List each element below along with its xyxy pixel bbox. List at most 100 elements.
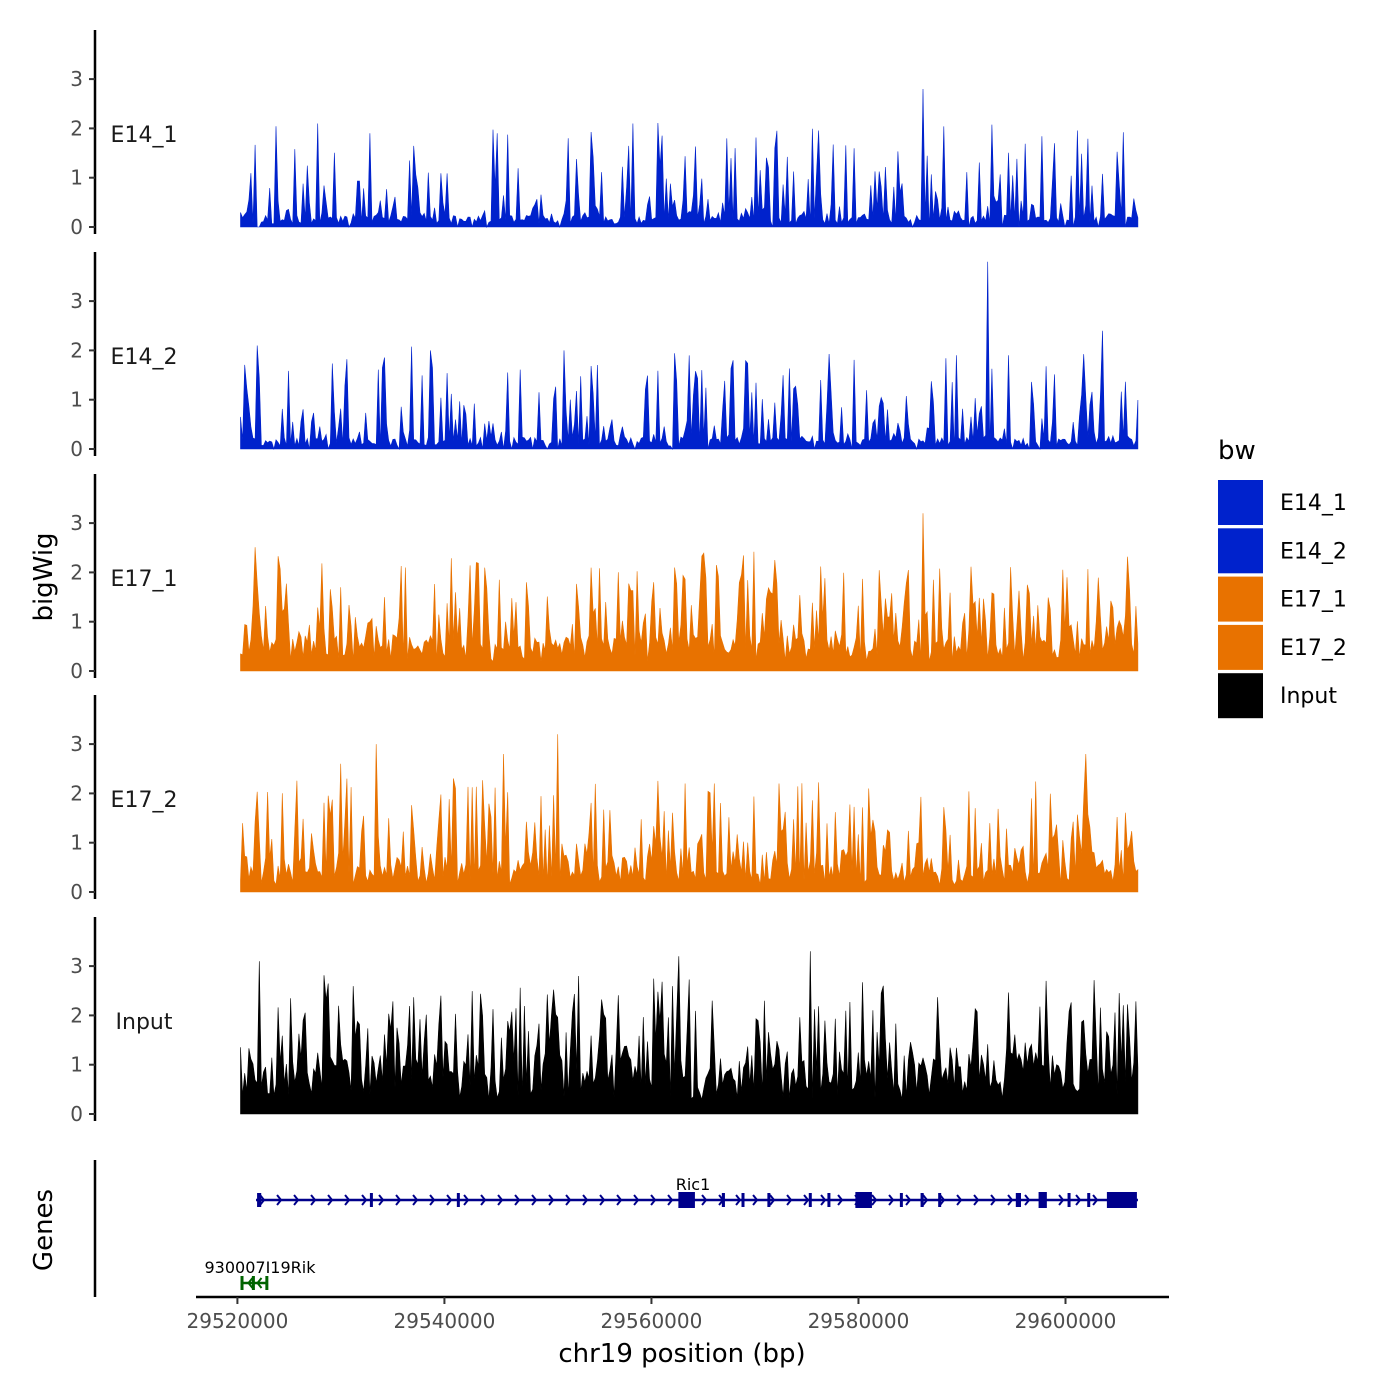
strand-arrow: [582, 1194, 589, 1206]
y-tick-label: 3: [70, 511, 83, 535]
legend-label: Input: [1280, 684, 1337, 709]
strand-arrow: [905, 1194, 912, 1206]
exon: [257, 1193, 262, 1207]
track-label: E17_2: [111, 788, 178, 813]
y-tick-label: 1: [70, 388, 83, 412]
strand-arrow: [344, 1194, 351, 1206]
strand-arrow: [395, 1194, 402, 1206]
gene-label: 930007I19Rik: [205, 1258, 317, 1277]
exon: [767, 1193, 771, 1207]
exon: [251, 1276, 255, 1290]
strand-arrow: [990, 1194, 997, 1206]
legend-label: E17_1: [1280, 588, 1347, 613]
genes-track-title: Genes: [29, 1189, 59, 1271]
exon: [1087, 1193, 1091, 1207]
strand-arrow: [497, 1194, 504, 1206]
gene-track: Ric1 930007I19Rik: [93, 1160, 1138, 1297]
exon: [1067, 1193, 1071, 1207]
exon: [1038, 1192, 1047, 1208]
strand-arrow: [939, 1194, 946, 1206]
strand-arrow: [837, 1194, 844, 1206]
strand-arrow: [973, 1194, 980, 1206]
strand-arrow: [820, 1194, 827, 1206]
coverage-area-e14_2: [240, 261, 1139, 451]
x-tick-label: 29580000: [808, 1309, 910, 1333]
track-label: E14_1: [111, 123, 178, 148]
strand-arrow: [871, 1194, 878, 1206]
y-tick-label: 1: [70, 166, 83, 190]
legend-swatch: [1218, 528, 1263, 574]
coverage-tracks: 0 1 2 3 E14_1 0 1 2 3 E14_2 0 1 2 3 E17_1 0 1 2 3 E17_2 0 1 2 3…: [70, 30, 1139, 1126]
legend-swatch: [1218, 480, 1263, 525]
exon: [899, 1193, 903, 1207]
coverage-area-e14_1: [240, 88, 1139, 229]
strand-arrow: [1024, 1194, 1031, 1206]
track-e14_2: 0 1 2 3 E14_2: [70, 252, 1139, 461]
y-tick-label: 1: [70, 1053, 83, 1077]
strand-arrow: [803, 1194, 810, 1206]
track-label: E17_1: [111, 567, 178, 592]
y-tick-label: 1: [70, 831, 83, 855]
y-tick-label: 3: [70, 289, 83, 313]
strand-arrow: [429, 1194, 436, 1206]
strand-arrow: [259, 1194, 266, 1206]
exon: [938, 1193, 942, 1207]
strand-arrow: [310, 1194, 317, 1206]
strand-arrow: [888, 1194, 895, 1206]
strand-arrow: [786, 1194, 793, 1206]
y-tick-label: 0: [70, 1102, 83, 1126]
strand-arrow: [412, 1194, 419, 1206]
y-tick-label: 0: [70, 437, 83, 461]
strand-arrow: [633, 1194, 640, 1206]
strand-arrow: [247, 1277, 254, 1289]
legend-title: bw: [1218, 436, 1256, 466]
legend-label: E17_2: [1280, 636, 1347, 661]
strand-arrow: [514, 1194, 521, 1206]
strand-arrow: [327, 1194, 334, 1206]
track-e14_1: 0 1 2 3 E14_1: [70, 30, 1139, 239]
strand-arrow: [480, 1194, 487, 1206]
strand-arrow: [752, 1194, 759, 1206]
y-axis-title: bigWig: [29, 532, 59, 621]
y-tick-label: 3: [70, 67, 83, 91]
exon: [678, 1192, 695, 1208]
coverage-area-e17_2: [240, 734, 1139, 893]
strand-arrow: [531, 1194, 538, 1206]
exon: [808, 1193, 812, 1207]
exon: [920, 1193, 924, 1207]
legend-label: E14_1: [1280, 491, 1347, 516]
x-tick-label: 29600000: [1015, 1309, 1117, 1333]
exon: [265, 1276, 269, 1290]
strand-arrow: [1092, 1194, 1099, 1206]
exon: [741, 1193, 745, 1207]
exon: [1106, 1192, 1137, 1208]
x-tick-label: 29540000: [394, 1309, 496, 1333]
strand-arrow: [361, 1194, 368, 1206]
y-tick-label: 2: [70, 781, 83, 805]
exon: [456, 1193, 460, 1207]
y-tick-label: 0: [70, 880, 83, 904]
strand-arrow: [1007, 1194, 1014, 1206]
strand-arrow: [1075, 1194, 1082, 1206]
exon: [721, 1193, 725, 1207]
track-input: 0 1 2 3 Input: [70, 917, 1139, 1126]
strand-arrow: [599, 1194, 606, 1206]
x-axis-title: chr19 position (bp): [558, 1339, 805, 1369]
strand-arrow: [1058, 1194, 1065, 1206]
strand-arrow: [256, 1277, 263, 1289]
legend-label: E14_2: [1280, 539, 1347, 564]
strand-arrow: [276, 1194, 283, 1206]
strand-arrow: [446, 1194, 453, 1206]
legend-swatch: [1218, 576, 1263, 622]
strand-arrow: [548, 1194, 555, 1206]
x-tick-label: 29520000: [187, 1309, 289, 1333]
exon: [369, 1193, 373, 1207]
x-tick-label: 29560000: [601, 1309, 703, 1333]
strand-arrow: [922, 1194, 929, 1206]
exon: [1015, 1193, 1021, 1207]
strand-arrow: [735, 1194, 742, 1206]
y-tick-label: 1: [70, 610, 83, 634]
y-tick-label: 3: [70, 732, 83, 756]
